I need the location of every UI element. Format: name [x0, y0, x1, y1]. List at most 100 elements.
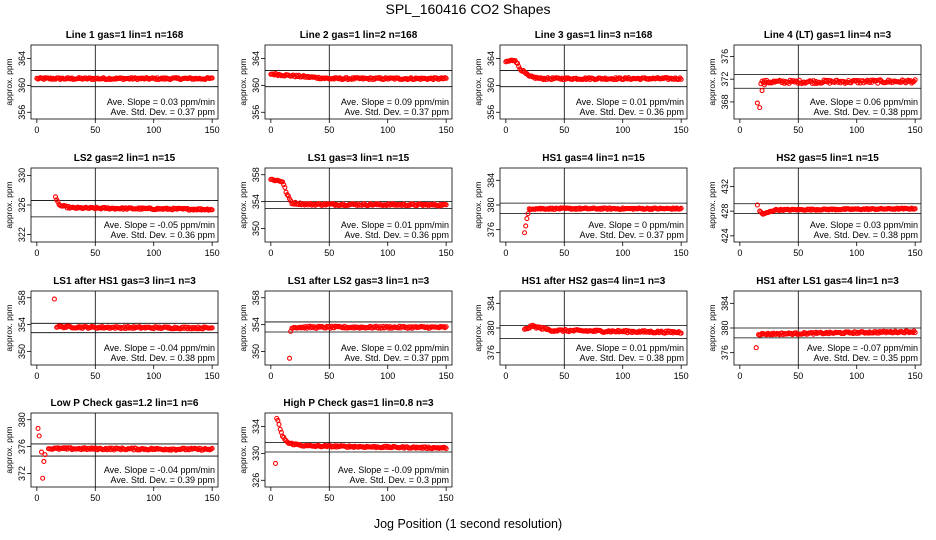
- slope-annotation: Ave. Slope = 0.01 ppm/min: [576, 343, 684, 353]
- data-points: [286, 323, 449, 361]
- x-tick-label: 0: [34, 493, 39, 503]
- reference-lines: [31, 168, 218, 242]
- x-tick-label: 0: [34, 371, 39, 381]
- std-dev-annotation: Ave. Std. Dev. = 0.36 ppm: [345, 230, 449, 240]
- data-point: [905, 77, 911, 83]
- y-tick-label: 424: [720, 228, 730, 243]
- y-axis-label: approx. ppm: [238, 304, 248, 351]
- data-point: [443, 75, 449, 81]
- x-tick-label: 50: [90, 125, 100, 135]
- y-tick-label: 380: [486, 320, 496, 335]
- data-point: [912, 77, 918, 83]
- x-tick-label: 150: [205, 125, 220, 135]
- slope-annotation: Ave. Slope = -0.09 ppm/min: [338, 465, 449, 475]
- data-point-outlier: [754, 202, 760, 208]
- plot-frame: [30, 290, 219, 366]
- data-points: [35, 425, 215, 481]
- y-tick-label: 356: [251, 105, 261, 120]
- data-points: [272, 415, 449, 467]
- plot-frame: [264, 290, 453, 366]
- y-tick-label: 360: [17, 78, 27, 93]
- data-point: [912, 206, 918, 212]
- slope-annotation: Ave. Slope = 0.03 ppm/min: [107, 97, 215, 107]
- panel-title: Line 1 gas=1 lin=1 n=168: [66, 30, 184, 41]
- slope-annotation: Ave. Slope = -0.05 ppm/min: [104, 220, 215, 230]
- x-tick-label: 50: [559, 125, 569, 135]
- panel-title: High P Check gas=1 lin=0.8 n=3: [283, 398, 434, 409]
- slope-annotation: Ave. Slope = 0.02 ppm/min: [341, 343, 449, 353]
- data-point: [285, 193, 291, 199]
- data-point-outlier: [523, 223, 529, 229]
- chart-panel-10: LS1 after LS2 gas=3 lin=1 n=3 0 50 100 150 35…: [238, 276, 454, 381]
- data-point-outlier: [757, 105, 763, 111]
- y-tick-label: 364: [486, 51, 496, 66]
- data-point-outlier: [754, 100, 760, 106]
- y-tick-label: 384: [720, 296, 730, 311]
- slope-annotation: Ave. Slope = -0.04 ppm/min: [104, 343, 215, 353]
- data-point: [912, 330, 918, 336]
- x-axis-caption: Jog Position (1 second resolution): [373, 517, 563, 531]
- std-dev-annotation: Ave. Std. Dev. = 0.36 ppm: [580, 107, 684, 117]
- data-point: [279, 179, 286, 185]
- x-tick-label: 100: [380, 493, 395, 503]
- chart-panel-14: High P Check gas=1 lin=0.8 n=3 0 50 100 150 3…: [238, 398, 454, 503]
- chart-panel-1: Line 1 gas=1 lin=1 n=168 0 50 100 150 356 360 3…: [4, 30, 220, 135]
- y-axis-label: approx. ppm: [4, 304, 14, 351]
- y-tick-label: 376: [720, 345, 730, 360]
- y-tick-label: 330: [251, 446, 261, 461]
- data-points: [754, 77, 918, 111]
- x-tick-label: 50: [324, 125, 334, 135]
- y-tick-label: 360: [486, 78, 496, 93]
- panel-title: HS2 gas=5 lin=1 n=15: [776, 153, 879, 164]
- panel-title: Line 3 gas=1 lin=3 n=168: [535, 30, 653, 41]
- x-tick-label: 100: [849, 125, 864, 135]
- x-tick-label: 100: [146, 493, 161, 503]
- x-tick-label: 0: [737, 248, 742, 258]
- x-tick-label: 50: [793, 371, 803, 381]
- data-points: [268, 71, 449, 83]
- y-tick-label: 376: [720, 49, 730, 64]
- reference-lines: [265, 45, 452, 119]
- x-tick-label: 100: [615, 371, 630, 381]
- y-tick-label: 368: [720, 94, 730, 109]
- data-point: [209, 207, 215, 213]
- panel-title: LS1 after LS2 gas=3 lin=1 n=3: [288, 276, 430, 287]
- data-point: [678, 330, 684, 336]
- data-points: [503, 57, 684, 83]
- y-tick-label: 384: [486, 173, 496, 188]
- x-tick-label: 150: [674, 125, 689, 135]
- x-tick-label: 0: [503, 248, 508, 258]
- y-tick-label: 380: [17, 412, 27, 427]
- std-dev-annotation: Ave. Std. Dev. = 0.3 ppm: [350, 475, 449, 485]
- x-tick-label: 50: [324, 371, 334, 381]
- panel-title: LS1 after HS1 gas=3 lin=1 n=3: [53, 276, 196, 287]
- data-point: [55, 199, 61, 205]
- x-tick-label: 150: [908, 125, 923, 135]
- data-point-outlier: [35, 425, 41, 432]
- x-tick-label: 50: [559, 248, 569, 258]
- data-point-outlier: [41, 458, 47, 464]
- data-point-outlier: [759, 87, 765, 94]
- data-point: [282, 184, 288, 190]
- chart-panel-2: Line 2 gas=1 lin=2 n=168 0 50 100 150 356 360 3…: [238, 30, 454, 135]
- x-tick-label: 0: [503, 125, 508, 135]
- data-points: [521, 205, 684, 236]
- x-tick-label: 0: [737, 125, 742, 135]
- y-tick-label: 372: [17, 466, 27, 481]
- x-tick-label: 0: [34, 125, 39, 135]
- plot-frame: [499, 44, 688, 120]
- data-points: [51, 296, 215, 332]
- data-point: [536, 324, 542, 330]
- data-point-outlier: [524, 216, 530, 222]
- figure-title: SPL_160416 CO2 Shapes: [385, 1, 551, 17]
- slope-annotation: Ave. Slope = 0.01 ppm/min: [341, 220, 449, 230]
- data-point-outlier: [274, 415, 280, 421]
- x-tick-label: 100: [380, 248, 395, 258]
- y-tick-label: 356: [486, 105, 496, 120]
- panel-title: HS1 after LS1 gas=4 lin=1 n=3: [756, 276, 899, 287]
- x-tick-label: 0: [34, 248, 39, 258]
- chart-panel-12: HS1 after LS1 gas=4 lin=1 n=3 0 50 100 150 37…: [707, 276, 923, 381]
- plot-frame: [264, 167, 453, 243]
- y-axis-label: approx. ppm: [238, 181, 248, 228]
- y-axis-label: approx. ppm: [473, 304, 483, 351]
